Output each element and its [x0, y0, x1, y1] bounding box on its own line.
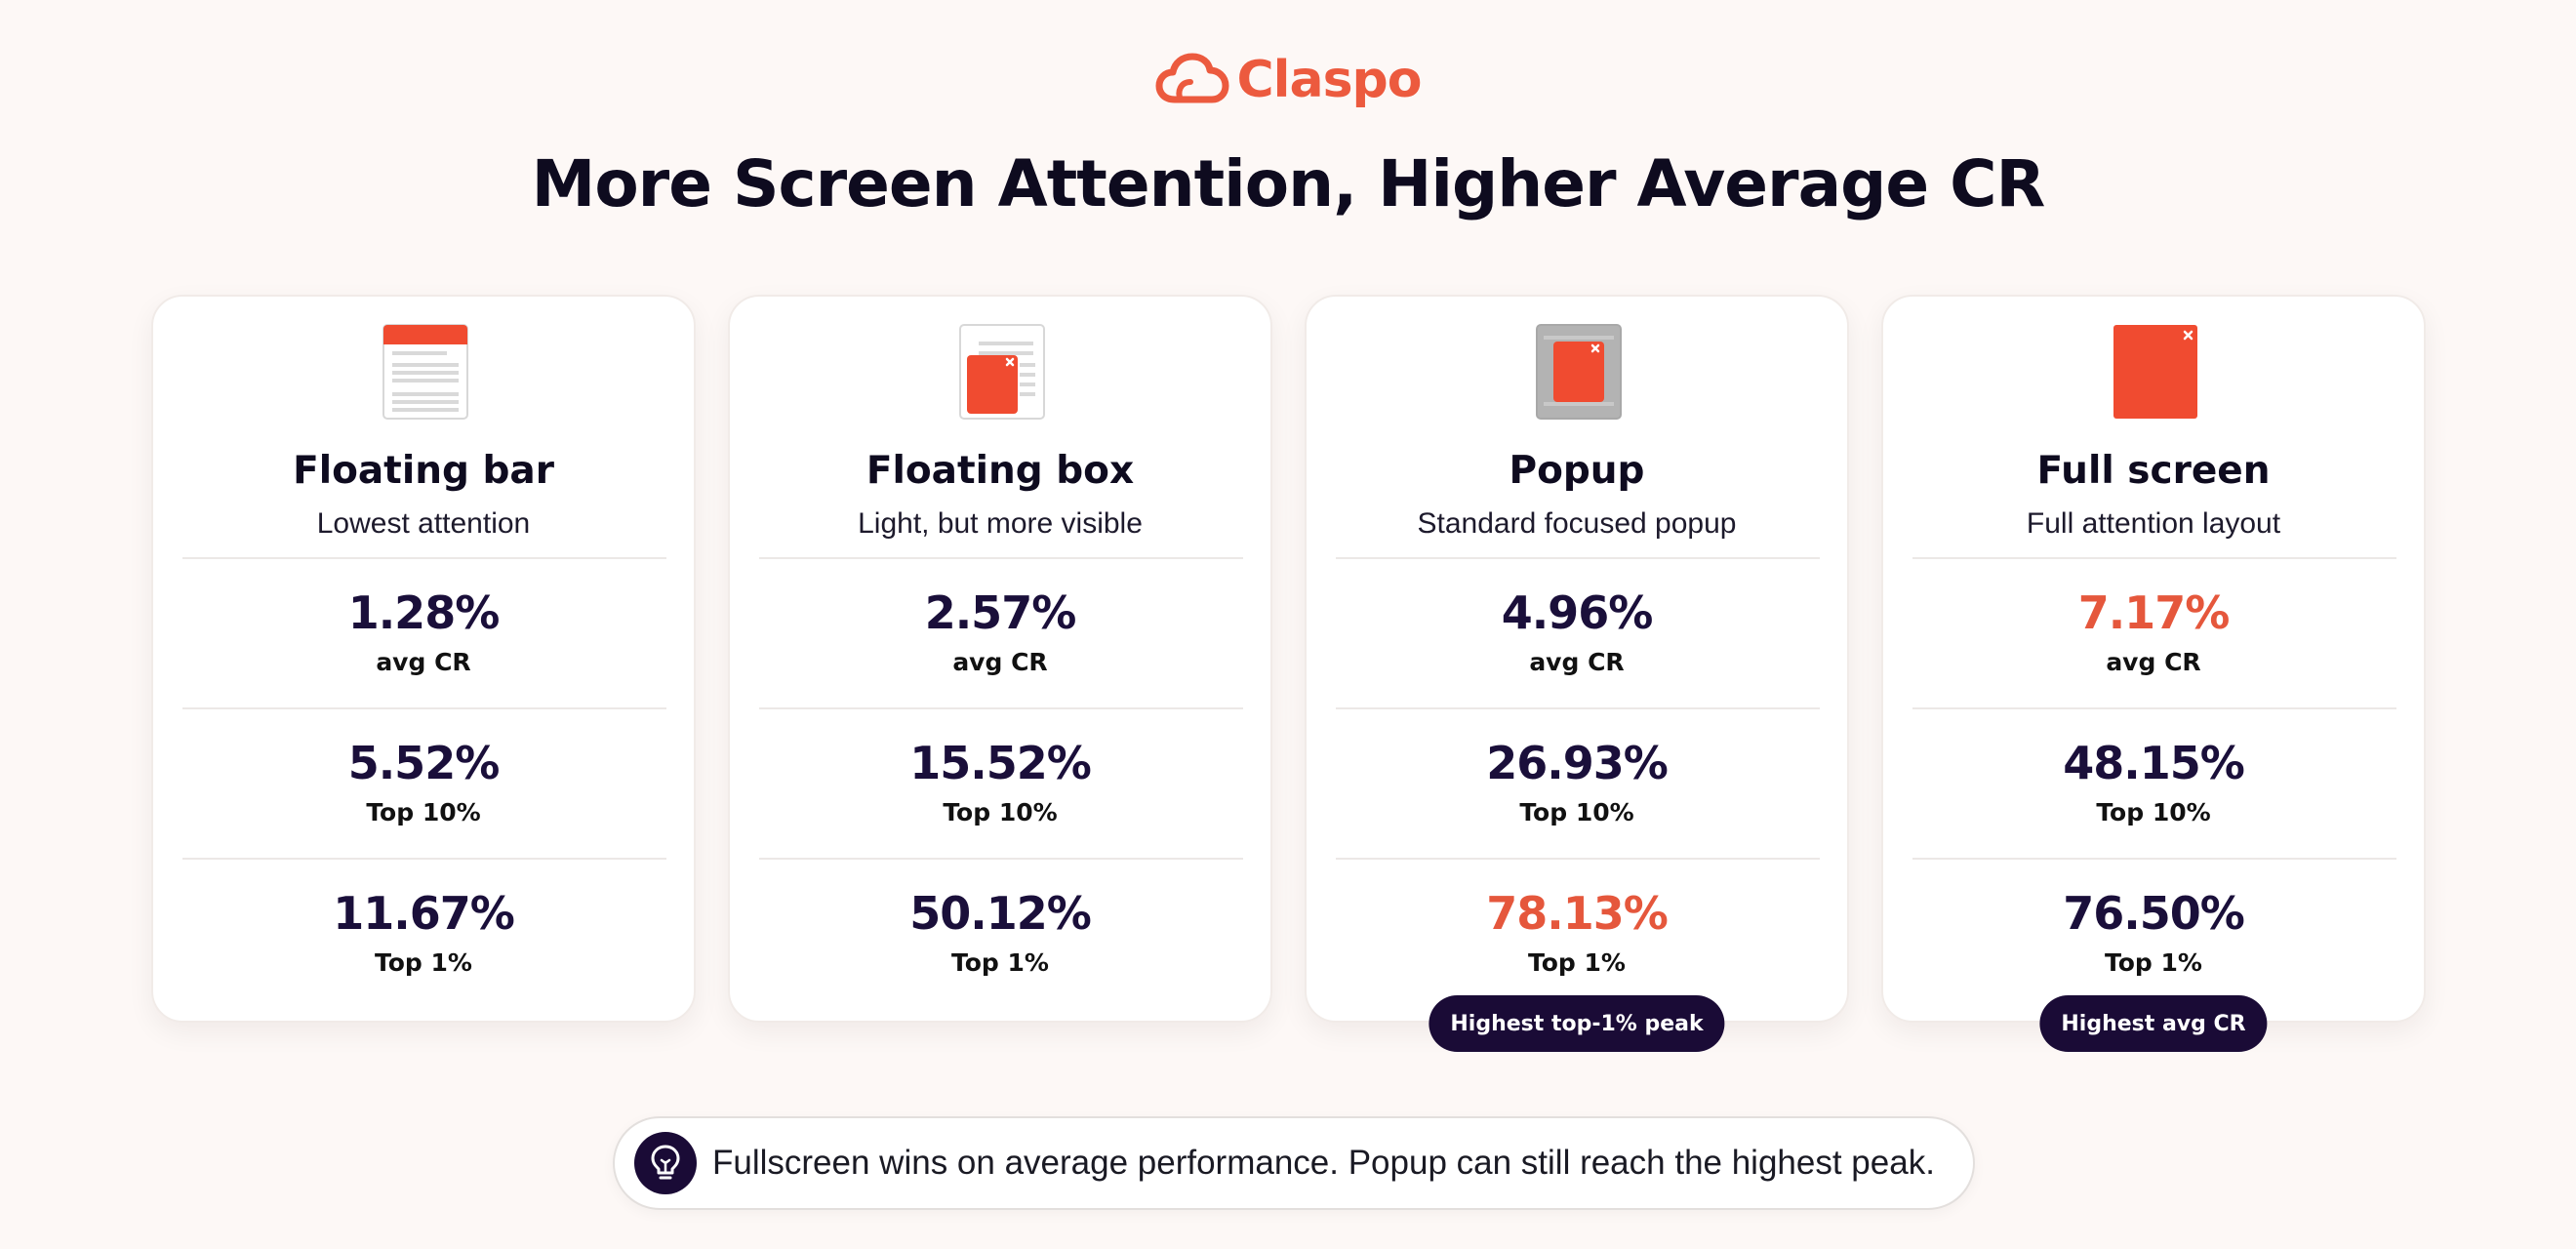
- metric-value-highlight: 78.13%: [1486, 887, 1669, 940]
- metric-value: 26.93%: [1486, 737, 1669, 789]
- divider: [1336, 707, 1820, 709]
- metric-avg-cr: 1.28% avg CR: [153, 585, 694, 677]
- insight-note: Fullscreen wins on average performance. …: [613, 1116, 1975, 1210]
- card-subtitle: Light, but more visible: [858, 507, 1143, 540]
- badge-highest-avg: Highest avg CR: [2039, 995, 2268, 1052]
- cloud-outline-icon: [1155, 53, 1228, 103]
- divider: [759, 707, 1243, 709]
- card-floating-bar: Floating bar Lowest attention 1.28% avg …: [151, 295, 696, 1023]
- card-subtitle: Full attention layout: [2026, 507, 2281, 540]
- metric-value: 2.57%: [924, 586, 1077, 639]
- metric-top-10: 5.52% Top 10%: [153, 736, 694, 827]
- metric-top-10: 48.15% Top 10%: [1883, 736, 2424, 827]
- metric-label: Top 1%: [1528, 948, 1626, 977]
- metric-avg-cr: 7.17% avg CR: [1883, 585, 2424, 677]
- metric-label: avg CR: [2106, 648, 2201, 676]
- card-floating-box: Floating box Light, but more visible 2.5…: [728, 295, 1272, 1023]
- metric-avg-cr: 2.57% avg CR: [730, 585, 1270, 677]
- card-full-screen: Full screen Full attention layout 7.17% …: [1881, 295, 2426, 1052]
- metric-top-1: 76.50% Top 1%: [1883, 886, 2424, 978]
- floating-box-thumbnail-icon: [959, 324, 1045, 420]
- floating-bar-thumbnail-icon: [382, 324, 468, 420]
- metric-value: 4.96%: [1501, 586, 1654, 639]
- badge-highest-peak: Highest top-1% peak: [1429, 995, 1725, 1052]
- note-text: Fullscreen wins on average performance. …: [712, 1144, 1935, 1182]
- metric-avg-cr: 4.96% avg CR: [1307, 585, 1847, 677]
- card-title: Full screen: [2036, 449, 2271, 493]
- metric-label: avg CR: [952, 648, 1048, 676]
- metric-value: 15.52%: [909, 737, 1092, 789]
- divider: [1912, 557, 2396, 559]
- divider: [759, 858, 1243, 860]
- format-cards: Floating bar Lowest attention 1.28% avg …: [151, 295, 2426, 1052]
- card-title: Floating box: [865, 449, 1135, 493]
- metric-label: Top 10%: [943, 798, 1058, 826]
- divider: [759, 557, 1243, 559]
- divider: [182, 557, 666, 559]
- metric-top-1: 78.13% Top 1%: [1307, 886, 1847, 978]
- divider: [182, 858, 666, 860]
- popup-thumbnail-icon: [1536, 324, 1622, 420]
- page-title: More Screen Attention, Higher Average CR: [531, 146, 2046, 222]
- divider: [182, 707, 666, 709]
- metric-label: Top 10%: [1519, 798, 1634, 826]
- divider: [1336, 557, 1820, 559]
- metric-label: Top 10%: [366, 798, 481, 826]
- metric-value: 1.28%: [347, 586, 501, 639]
- divider: [1912, 858, 2396, 860]
- divider: [1336, 858, 1820, 860]
- lightbulb-icon: [634, 1132, 697, 1194]
- metric-value-highlight: 7.17%: [2077, 586, 2231, 639]
- brand-name: Claspo: [1236, 51, 1423, 109]
- metric-label: Top 1%: [951, 948, 1049, 977]
- card-subtitle: Lowest attention: [316, 507, 531, 540]
- metric-top-1: 11.67% Top 1%: [153, 886, 694, 978]
- metric-top-10: 26.93% Top 10%: [1307, 736, 1847, 827]
- metric-label: Top 1%: [375, 948, 472, 977]
- metric-value: 11.67%: [333, 887, 515, 940]
- card-title: Floating bar: [293, 449, 554, 493]
- divider: [1912, 707, 2396, 709]
- full-screen-thumbnail-icon: [2113, 325, 2197, 419]
- metric-top-10: 15.52% Top 10%: [730, 736, 1270, 827]
- metric-label: Top 1%: [2105, 948, 2202, 977]
- metric-value: 50.12%: [909, 887, 1092, 940]
- metric-label: avg CR: [376, 648, 471, 676]
- metric-value: 5.52%: [347, 737, 501, 789]
- card-title: Popup: [1509, 449, 1645, 493]
- metric-value: 76.50%: [2063, 887, 2245, 940]
- metric-value: 48.15%: [2063, 737, 2245, 789]
- card-popup: Popup Standard focused popup 4.96% avg C…: [1305, 295, 1849, 1052]
- metric-top-1: 50.12% Top 1%: [730, 886, 1270, 978]
- metric-label: Top 10%: [2096, 798, 2211, 826]
- brand-logo: Claspo: [0, 51, 2576, 109]
- card-subtitle: Standard focused popup: [1417, 507, 1737, 540]
- metric-label: avg CR: [1529, 648, 1625, 676]
